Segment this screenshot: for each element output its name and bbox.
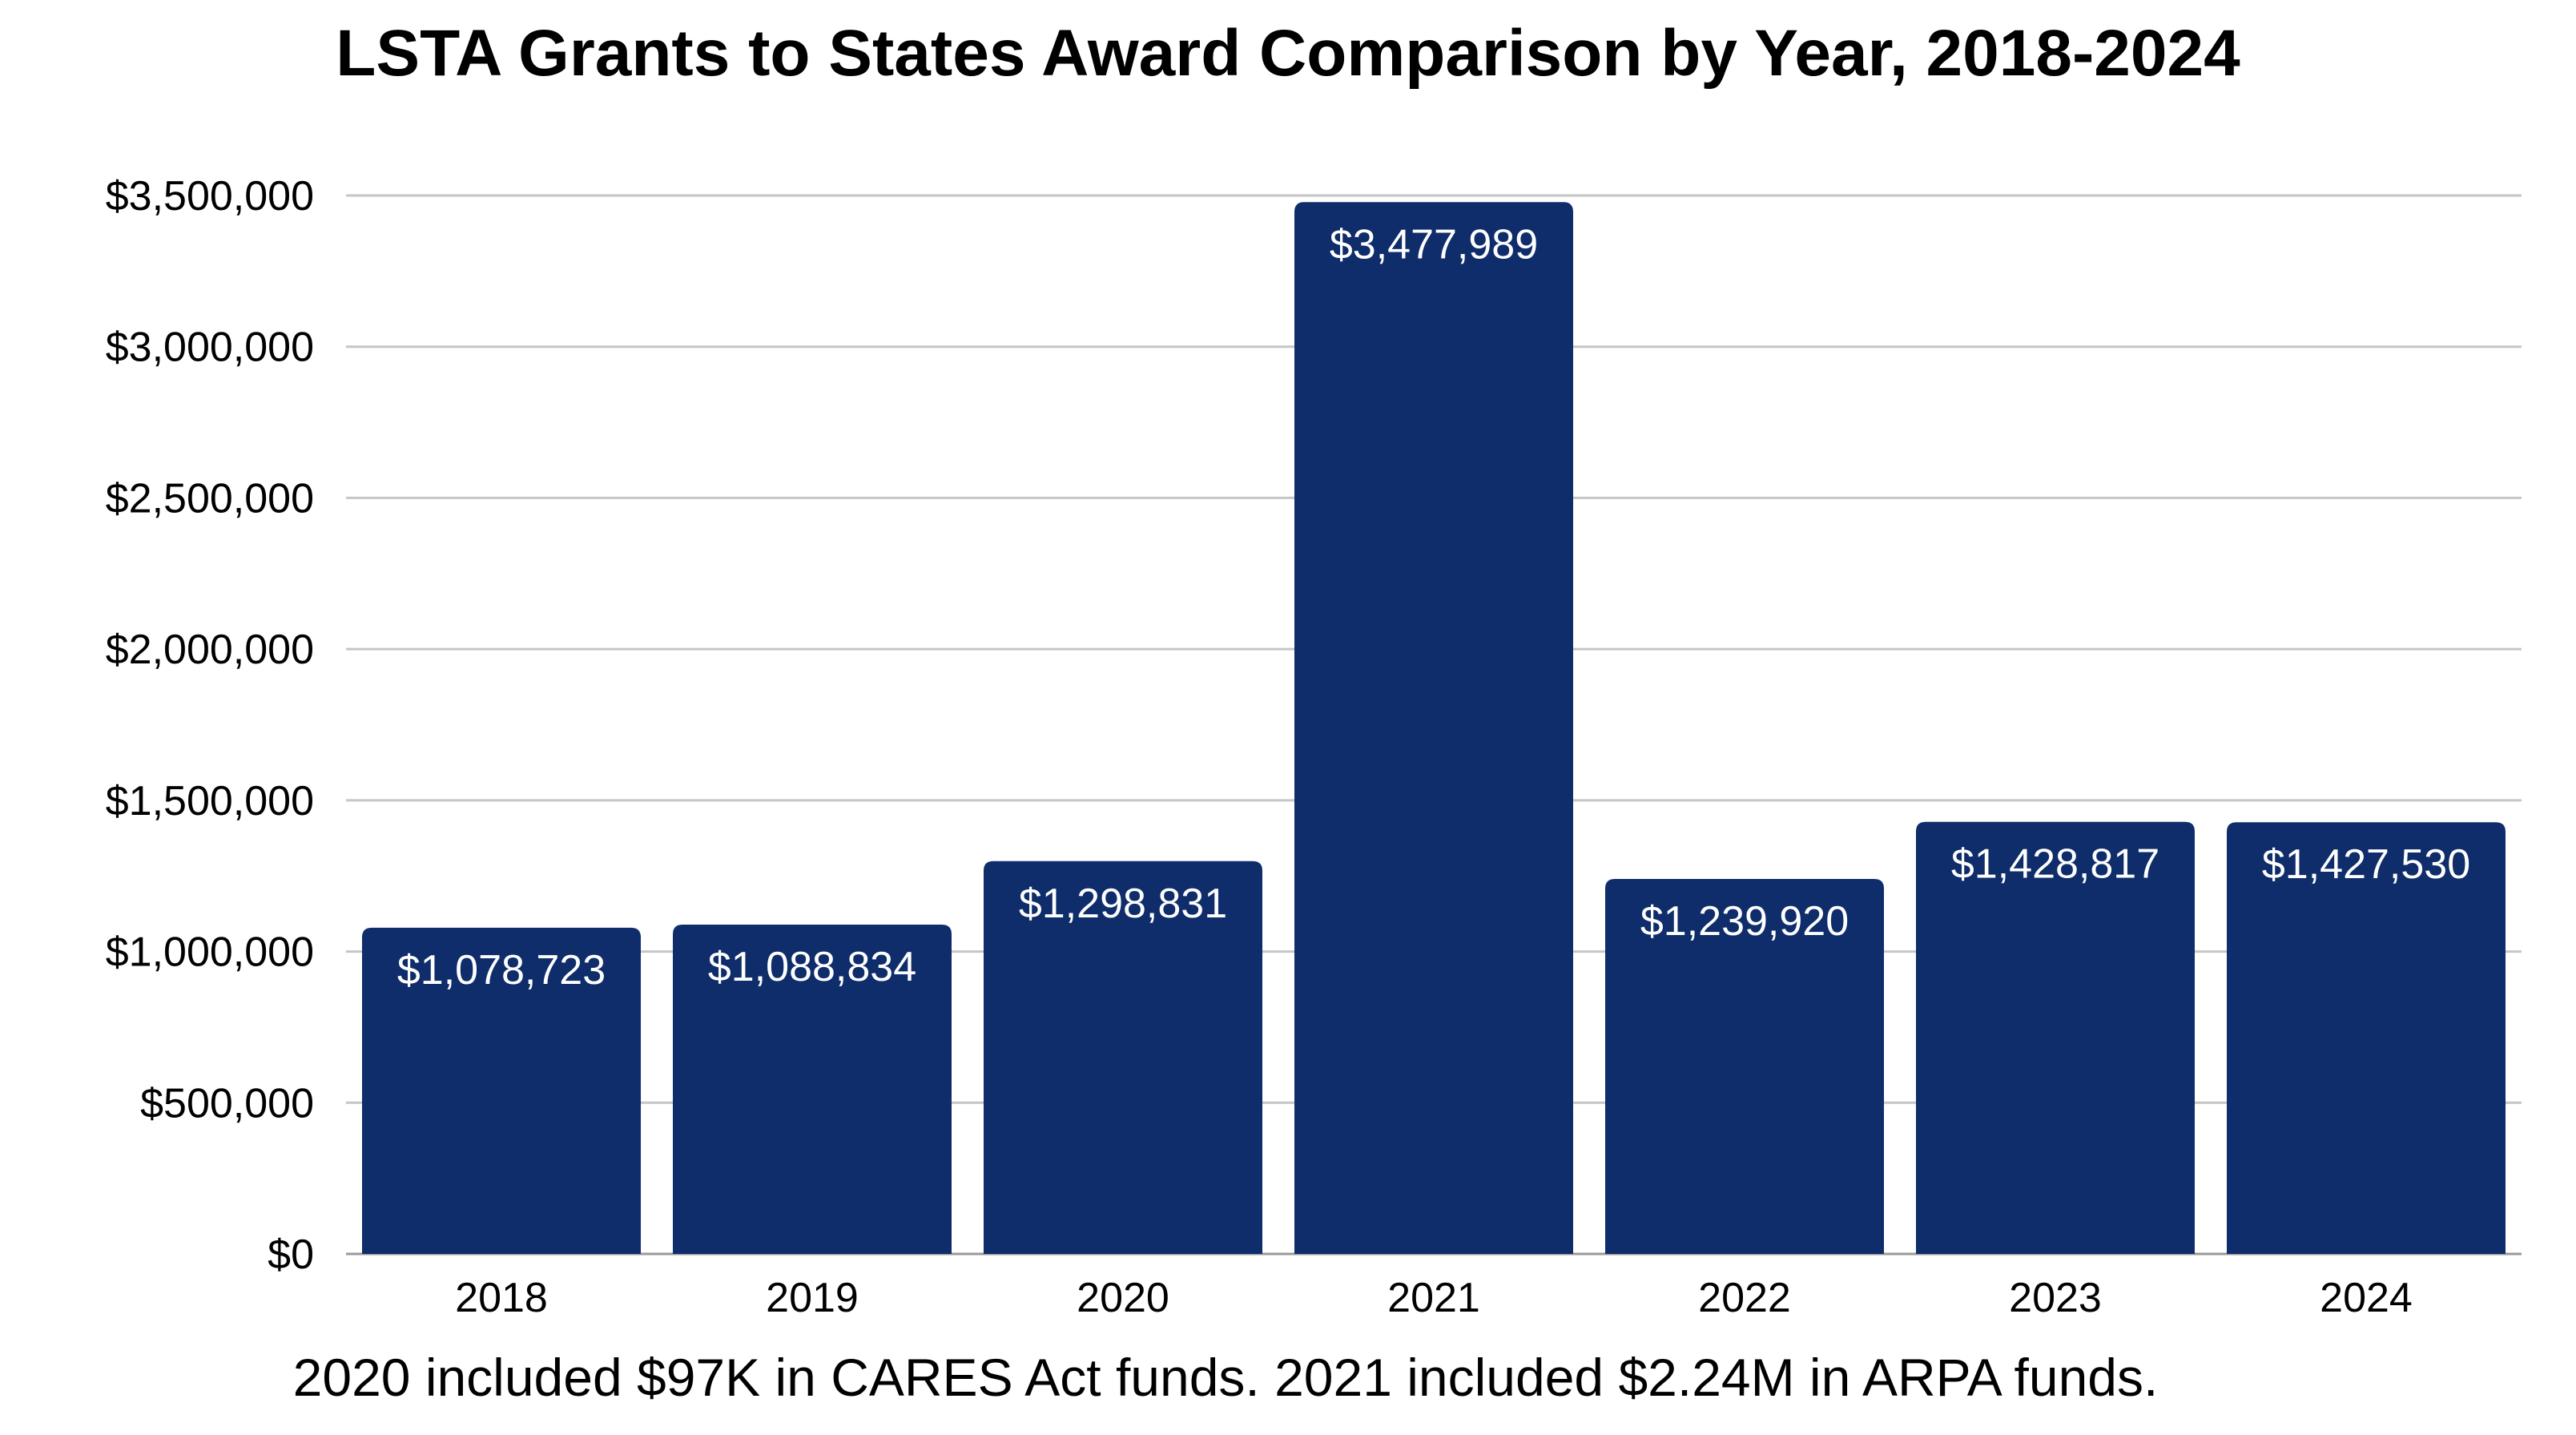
x-tick-label-2023: 2023 [2009,1275,2102,1321]
x-tick-label-2019: 2019 [766,1275,859,1321]
x-tick-label-2022: 2022 [1698,1275,1791,1321]
data-label-2021: $3,477,989 [1330,221,1538,268]
data-label-2023: $1,428,817 [1951,841,2159,888]
y-tick-label: $3,000,000 [106,324,314,371]
bar-2024 [2227,822,2506,1254]
bar-2020 [984,861,1262,1254]
y-tick-label: $1,500,000 [106,778,314,824]
bar-2021 [1294,202,1573,1254]
data-labels: $1,078,723 $1,088,834 $1,298,831 $3,477,989… [397,221,2470,994]
data-label-2020: $1,298,831 [1019,881,1227,927]
x-tick-label-2018: 2018 [455,1275,548,1321]
y-axis-tick-labels: $0 $500,000 $1,000,000 $1,500,000 $2,000,000… [106,173,314,1278]
chart-title: LSTA Grants to States Award Comparison b… [336,17,2240,90]
chart-footnote: 2020 included $97K in CARES Act funds. 2… [293,1348,2159,1407]
data-label-2024: $1,427,530 [2262,841,2470,888]
y-tick-label: $2,500,000 [106,475,314,522]
bar-2019 [673,925,952,1254]
y-tick-label: $500,000 [140,1080,314,1127]
data-label-2019: $1,088,834 [708,944,916,990]
x-tick-label-2024: 2024 [2320,1275,2413,1321]
x-tick-label-2020: 2020 [1077,1275,1169,1321]
data-label-2018: $1,078,723 [397,947,606,994]
y-tick-label: $1,000,000 [106,929,314,976]
bar-2018 [362,927,641,1254]
y-tick-label: $0 [268,1231,314,1278]
y-tick-label: $3,500,000 [106,173,314,220]
x-axis-tick-labels: 2018 2019 2020 2021 2022 2023 2024 [455,1275,2413,1321]
y-tick-label: $2,000,000 [106,627,314,673]
bars [362,202,2506,1254]
x-tick-label-2021: 2021 [1387,1275,1480,1321]
bar-2022 [1605,879,1884,1254]
bar-2023 [1916,821,2195,1254]
data-label-2022: $1,239,920 [1640,898,1849,945]
